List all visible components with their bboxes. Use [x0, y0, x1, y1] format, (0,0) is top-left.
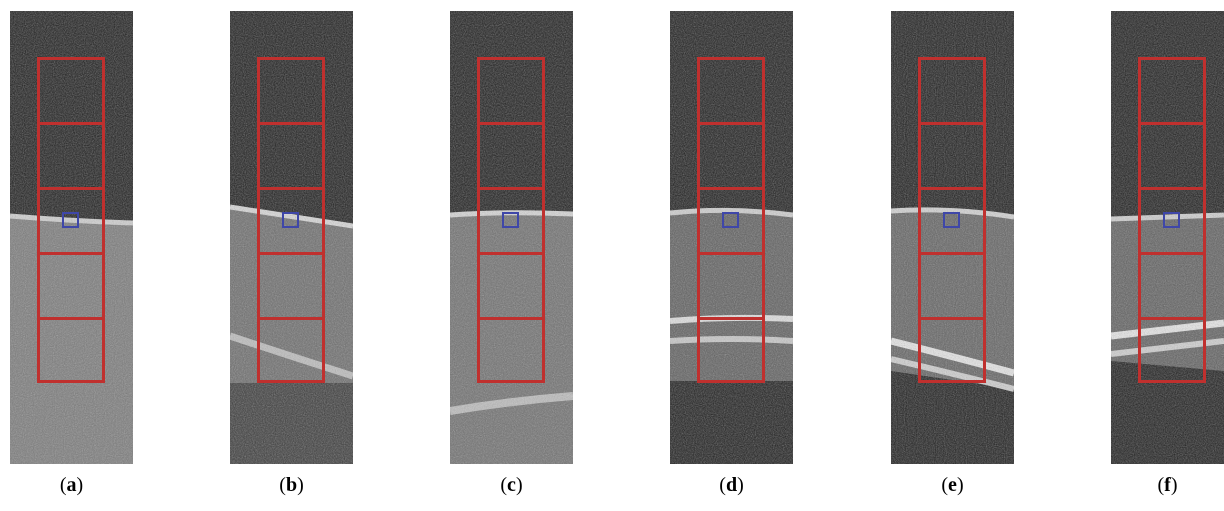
roi-small-box	[502, 212, 519, 228]
roi-divider	[1141, 122, 1203, 125]
oct-panel-c	[450, 11, 573, 464]
roi-divider	[700, 187, 762, 190]
roi-divider	[700, 317, 762, 320]
roi-grid	[1138, 57, 1206, 383]
roi-divider	[260, 187, 322, 190]
roi-divider	[40, 122, 102, 125]
roi-divider	[480, 122, 542, 125]
roi-divider	[40, 252, 102, 255]
oct-panel-e	[891, 11, 1014, 464]
roi-divider	[260, 252, 322, 255]
roi-grid	[918, 57, 986, 383]
roi-grid	[257, 57, 325, 383]
roi-grid	[477, 57, 545, 383]
roi-divider	[921, 317, 983, 320]
oct-scan-image	[230, 11, 353, 464]
roi-small-box	[62, 212, 79, 228]
roi-small-box	[282, 212, 299, 228]
roi-divider	[700, 122, 762, 125]
roi-divider	[480, 187, 542, 190]
oct-panel-a	[10, 11, 133, 464]
caption-c: (c)	[500, 474, 523, 496]
roi-divider	[260, 122, 322, 125]
caption-d: (d)	[719, 474, 744, 496]
oct-scan-image	[10, 11, 133, 464]
caption-f: (f)	[1157, 474, 1178, 496]
caption-e: (e)	[941, 474, 964, 496]
roi-divider	[40, 187, 102, 190]
roi-divider	[1141, 252, 1203, 255]
oct-panel-b	[230, 11, 353, 464]
roi-divider	[921, 252, 983, 255]
roi-small-box	[943, 212, 960, 228]
roi-small-box	[1163, 212, 1180, 228]
roi-divider	[480, 317, 542, 320]
roi-grid	[37, 57, 105, 383]
oct-scan-image	[670, 11, 793, 464]
caption-b: (b)	[279, 474, 304, 496]
roi-divider	[1141, 317, 1203, 320]
roi-divider	[480, 252, 542, 255]
roi-grid	[697, 57, 765, 383]
roi-divider	[40, 317, 102, 320]
oct-panel-f	[1111, 11, 1224, 464]
roi-divider	[921, 122, 983, 125]
caption-a: (a)	[59, 474, 84, 496]
roi-divider	[260, 317, 322, 320]
oct-panel-d	[670, 11, 793, 464]
roi-small-box	[722, 212, 739, 228]
roi-divider	[1141, 187, 1203, 190]
roi-divider	[700, 252, 762, 255]
roi-divider	[921, 187, 983, 190]
